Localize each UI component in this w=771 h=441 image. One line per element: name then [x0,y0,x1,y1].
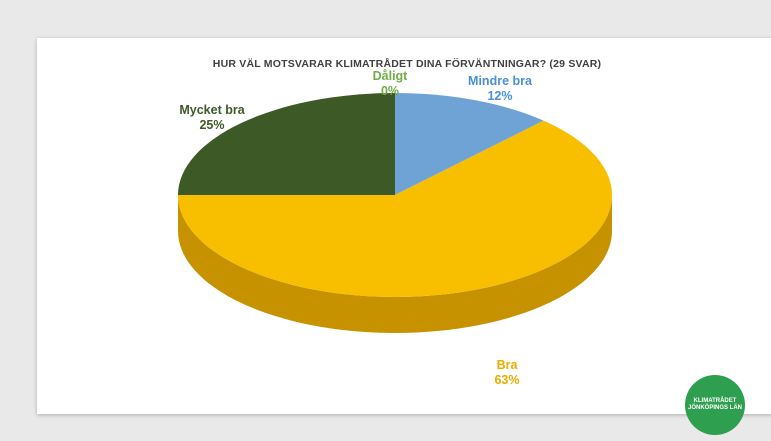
pie-slice-bra [178,120,612,297]
slice-percent: 25% [199,118,225,132]
logo-line1: KLIMATRÅDET [693,398,737,404]
pie-slice-mindre-bra [395,93,544,195]
pie-chart [178,93,612,333]
slice-label-bra: Bra 63% [477,358,537,388]
slice-percent: 63% [494,373,520,387]
slice-name: Mindre bra [468,74,532,88]
slice-name: Dåligt [372,69,408,83]
slice-label-mindre-bra: Mindre bra 12% [455,74,545,104]
pie-side-bra [178,195,612,333]
pie-slice-mycket-bra [178,93,395,195]
slice-percent: 12% [487,89,513,103]
logo-line2: JÖNKÖPINGS LÄN [687,405,742,411]
pie-sides [178,195,612,333]
slice-name: Bra [496,358,518,372]
pie-top [178,93,612,297]
slice-percent: 0% [380,84,400,98]
slice-label-mycket-bra: Mycket bra 25% [162,103,262,133]
klimatradet-logo: KLIMATRÅDET JÖNKÖPINGS LÄN [685,375,745,435]
slice-name: Mycket bra [179,103,245,117]
chart-title: HUR VÄL MOTSVARAR KLIMATRÅDET DINA FÖRVÄ… [212,58,602,70]
slice-label-daligt: Dåligt 0% [355,69,425,99]
slide: HUR VÄL MOTSVARAR KLIMATRÅDET DINA FÖRVÄ… [37,38,771,435]
